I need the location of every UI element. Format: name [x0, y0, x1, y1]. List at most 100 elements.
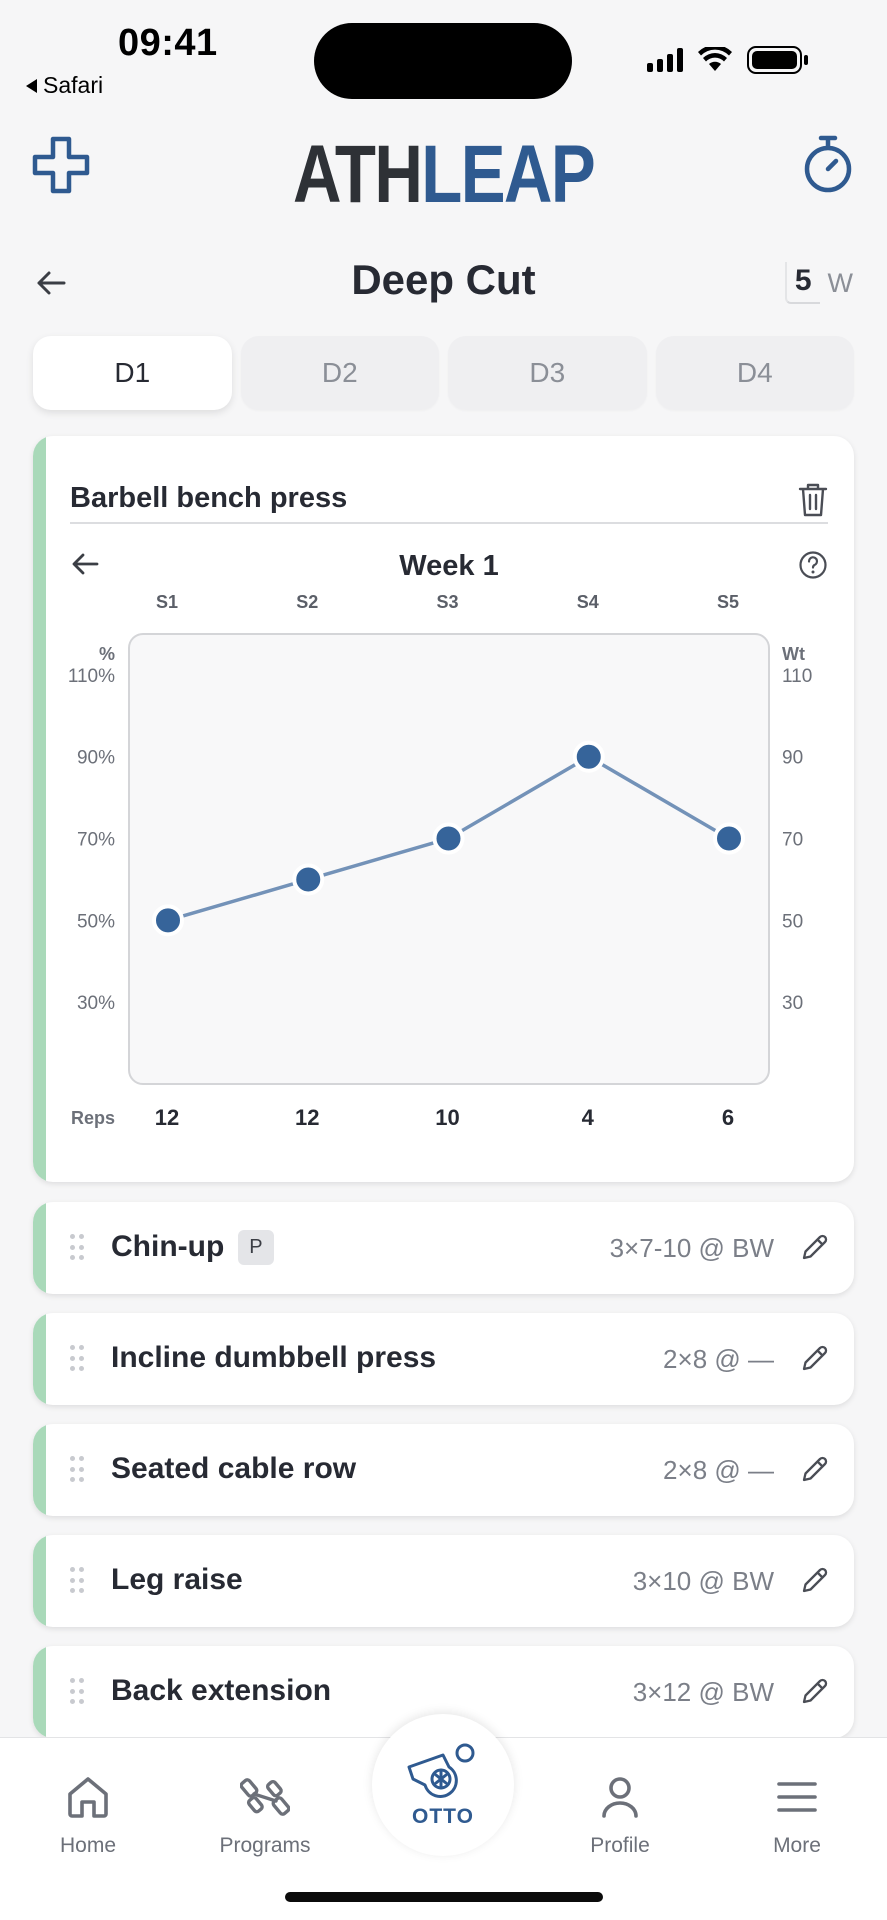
- left-tick-label: 110%: [68, 666, 115, 687]
- nav-programs[interactable]: Programs: [195, 1774, 335, 1858]
- back-arrow-icon[interactable]: [34, 266, 68, 300]
- exercise-badge: P: [238, 1230, 274, 1265]
- day-tabs: D1 D2 D3 D4: [33, 336, 854, 410]
- exercise-row[interactable]: Seated cable row 2×8 @ —: [33, 1424, 854, 1516]
- status-time: 09:41: [118, 22, 218, 64]
- reps-value: 10: [435, 1105, 459, 1130]
- set-label: S3: [436, 592, 458, 612]
- back-triangle-icon: [26, 78, 37, 93]
- set-label: S4: [577, 592, 599, 612]
- nav-more-label: More: [773, 1834, 821, 1857]
- wifi-icon: [698, 47, 732, 71]
- reps-label: Reps: [71, 1108, 115, 1128]
- home-indicator: [285, 1892, 603, 1902]
- exercise-scheme: 3×7-10 @ BW: [609, 1233, 774, 1263]
- trash-icon[interactable]: [798, 482, 828, 518]
- home-icon: [68, 1777, 108, 1818]
- exercise-name: Leg raise: [111, 1563, 243, 1596]
- dumbbell-icon: [240, 1778, 290, 1816]
- otto-coach-button[interactable]: OTTO: [372, 1714, 514, 1856]
- status-icons: [647, 46, 809, 74]
- cellular-signal-icon: [647, 48, 683, 72]
- exercise-title[interactable]: Barbell bench press: [70, 482, 348, 514]
- drag-handle-icon[interactable]: [70, 1345, 84, 1373]
- drag-handle-icon[interactable]: [70, 1567, 84, 1595]
- exercise-name: Chin-up P: [111, 1230, 274, 1265]
- set-label: S1: [156, 592, 178, 612]
- week-navigator: Week 1: [70, 536, 828, 592]
- chart-frame: [128, 633, 770, 1085]
- weeks-count[interactable]: 5 W: [784, 262, 853, 304]
- data-point: [152, 904, 184, 937]
- nav-programs-label: Programs: [219, 1834, 311, 1857]
- right-tick-label: 110: [782, 666, 812, 687]
- weeks-value[interactable]: 5: [784, 262, 820, 304]
- exercise-name-text: Chin-up: [111, 1230, 225, 1263]
- edit-pencil-icon[interactable]: [800, 1454, 830, 1484]
- set-label: S5: [717, 592, 739, 612]
- nav-more[interactable]: More: [727, 1774, 867, 1858]
- page-title: Deep Cut: [351, 256, 536, 303]
- drag-handle-icon[interactable]: [70, 1234, 84, 1262]
- nav-home-label: Home: [59, 1834, 117, 1857]
- left-tick-label: 30%: [77, 993, 115, 1014]
- data-point: [292, 863, 325, 896]
- chart-frame-rect: [128, 633, 770, 1085]
- edit-pencil-icon[interactable]: [800, 1565, 830, 1595]
- left-tick-label: 50%: [77, 911, 115, 932]
- previous-week-arrow-icon[interactable]: [70, 550, 100, 578]
- exercise-row[interactable]: Incline dumbbell press 2×8 @ —: [33, 1313, 854, 1405]
- app-header: ATHLEAP: [0, 120, 887, 220]
- tab-d2[interactable]: D2: [240, 336, 439, 410]
- nav-profile[interactable]: Profile: [550, 1774, 690, 1858]
- exercise-scheme: 2×8 @ —: [663, 1344, 774, 1374]
- edit-pencil-icon[interactable]: [800, 1676, 830, 1706]
- exercise-scheme: 2×8 @ —: [663, 1455, 774, 1485]
- battery-icon: [747, 46, 808, 74]
- data-point: [713, 822, 745, 855]
- edit-pencil-icon[interactable]: [800, 1343, 830, 1373]
- tab-d1[interactable]: D1: [33, 336, 232, 410]
- drag-handle-icon[interactable]: [70, 1678, 84, 1706]
- chart-set-labels: S1 S2 S3 S4 S5: [156, 592, 739, 612]
- exercise-row[interactable]: Chin-up P 3×7-10 @ BW: [33, 1202, 854, 1294]
- profile-icon: [602, 1777, 638, 1818]
- athleap-logo: ATHLEAP: [80, 128, 807, 222]
- drag-handle-icon[interactable]: [70, 1456, 84, 1484]
- whistle-icon: [407, 1743, 475, 1798]
- back-to-app-link[interactable]: Safari: [26, 72, 103, 99]
- exercise-scheme: 3×10 @ BW: [632, 1566, 774, 1596]
- left-tick-label: 70%: [77, 830, 115, 851]
- reps-value: 12: [155, 1105, 179, 1130]
- left-axis-unit: %: [99, 644, 115, 664]
- tab-d3[interactable]: D3: [448, 336, 647, 410]
- reps-value: 12: [295, 1105, 319, 1130]
- back-app-label: Safari: [43, 72, 104, 98]
- add-plus-icon[interactable]: [30, 134, 92, 196]
- chart-reps-row: Reps 12 12 10 4 6: [71, 1105, 734, 1130]
- nav-profile-label: Profile: [590, 1834, 650, 1857]
- card-header: Barbell bench press: [70, 456, 828, 524]
- exercise-scheme: 3×12 @ BW: [632, 1677, 774, 1707]
- right-tick-label: 50: [782, 911, 803, 932]
- bottom-nav: Home Programs OTTO: [0, 1714, 887, 1920]
- tab-d4[interactable]: D4: [655, 336, 854, 410]
- help-question-icon[interactable]: [798, 550, 828, 580]
- chart-left-axis: %110% 90% 70% 50% 30%: [68, 644, 115, 1014]
- chart-points: [152, 740, 745, 937]
- reps-value: 4: [582, 1105, 595, 1130]
- exercise-row[interactable]: Back extension 3×12 @ BW: [33, 1646, 854, 1738]
- nav-home[interactable]: Home: [18, 1774, 158, 1858]
- exercise-card-expanded: Barbell bench press Week 1 S1 S2 S3 S4 S5 % 1…: [33, 436, 854, 1182]
- data-point: [432, 822, 465, 855]
- edit-pencil-icon[interactable]: [800, 1232, 830, 1262]
- exercise-row[interactable]: Leg raise 3×10 @ BW: [33, 1535, 854, 1627]
- set-label: S2: [296, 592, 318, 612]
- stopwatch-icon[interactable]: [799, 132, 857, 196]
- exercise-name: Incline dumbbell press: [111, 1341, 437, 1374]
- status-bar: 09:41 Safari: [0, 0, 887, 110]
- exercise-name: Seated cable row: [111, 1452, 357, 1485]
- left-tick-label: 90%: [77, 748, 115, 769]
